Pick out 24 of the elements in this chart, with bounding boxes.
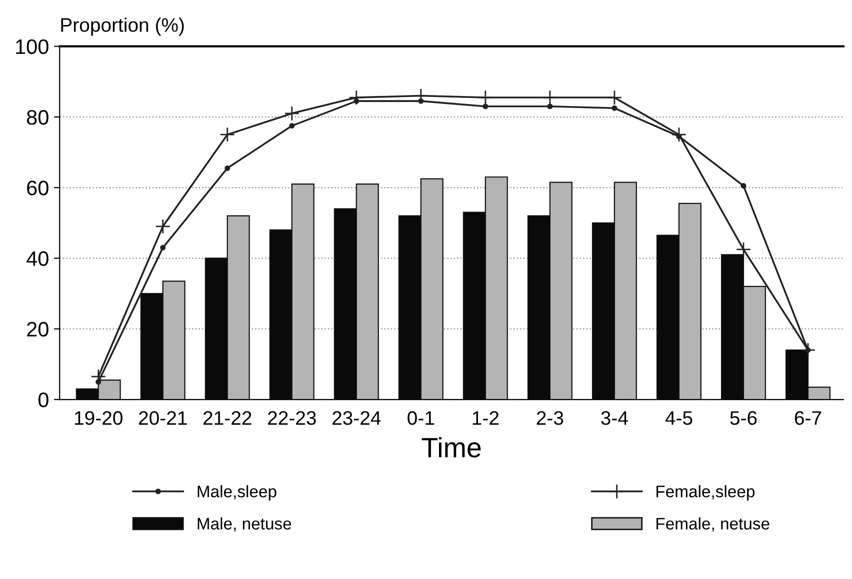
x-tick-label: 19-20 [74,411,122,425]
y-axis-title: Proportion (%) [61,18,184,36]
legend-label: Female,sleep [656,485,755,501]
x-tick-label: 20-21 [138,411,187,425]
x-tick-label: 23-24 [332,411,381,425]
x-tick-label: 1-2 [472,411,499,425]
x-tick-label: 22-23 [268,411,316,425]
legend-label: Female, netuse [656,517,770,532]
x-tick-label: 2-3 [536,411,564,425]
x-tick-label: 21-22 [203,411,252,425]
x-tick-label: 3-4 [601,411,628,425]
y-tick-label: 100 [16,39,48,54]
x-tick-label: 0-1 [408,411,434,425]
y-tick-label: 0 [38,392,48,408]
y-tick-label: 40 [26,251,48,266]
x-tick-label: 5-6 [730,411,757,425]
x-tick-label: 4-5 [665,411,692,425]
legend-label: Male, netuse [198,517,292,532]
y-tick-label: 80 [26,110,48,125]
y-tick-label: 60 [27,180,48,196]
x-tick-label: 6-7 [794,411,822,425]
x-axis-title: Time [422,437,481,458]
y-tick-label: 20 [27,322,48,337]
legend-label: Male,sleep [198,485,276,501]
